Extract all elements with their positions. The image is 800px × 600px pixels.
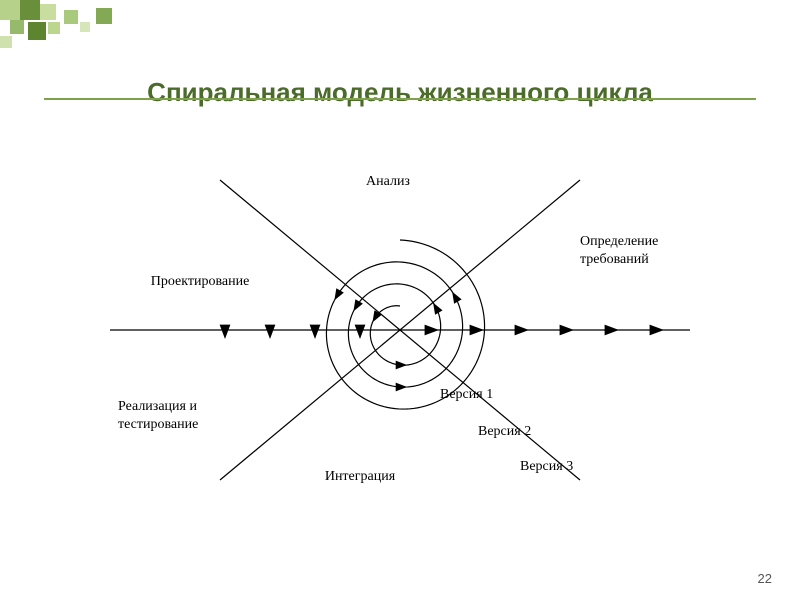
title-underline (44, 98, 756, 100)
decor-block (20, 0, 40, 20)
decor-block (80, 22, 90, 32)
diagram-label: Версия 2 (478, 424, 531, 439)
diagram-label: Интеграция (325, 469, 396, 484)
decor-block (0, 36, 12, 48)
diagram-label: Анализ (366, 174, 410, 189)
decor-block (48, 22, 60, 34)
decor-block (10, 20, 24, 34)
decor-block (0, 0, 20, 20)
diagram-label: Версия 1 (440, 387, 493, 402)
decor-block (96, 8, 112, 24)
decor-block (64, 10, 78, 24)
diagram-label: Определение (580, 234, 658, 249)
diagram-label: Реализация и (118, 399, 197, 414)
diagram-label: требований (580, 252, 649, 267)
page-title: Спиральная модель жизненного цикла (0, 77, 800, 108)
diagram-label: тестирование (118, 417, 198, 432)
decor-block (28, 22, 46, 40)
decor-block (40, 4, 56, 20)
slide-number: 22 (758, 571, 772, 586)
spiral-diagram: Анализ Определение требований Проектировани… (110, 130, 690, 550)
diagram-label: Версия 3 (520, 459, 573, 474)
diagram-label: Проектирование (151, 274, 250, 289)
